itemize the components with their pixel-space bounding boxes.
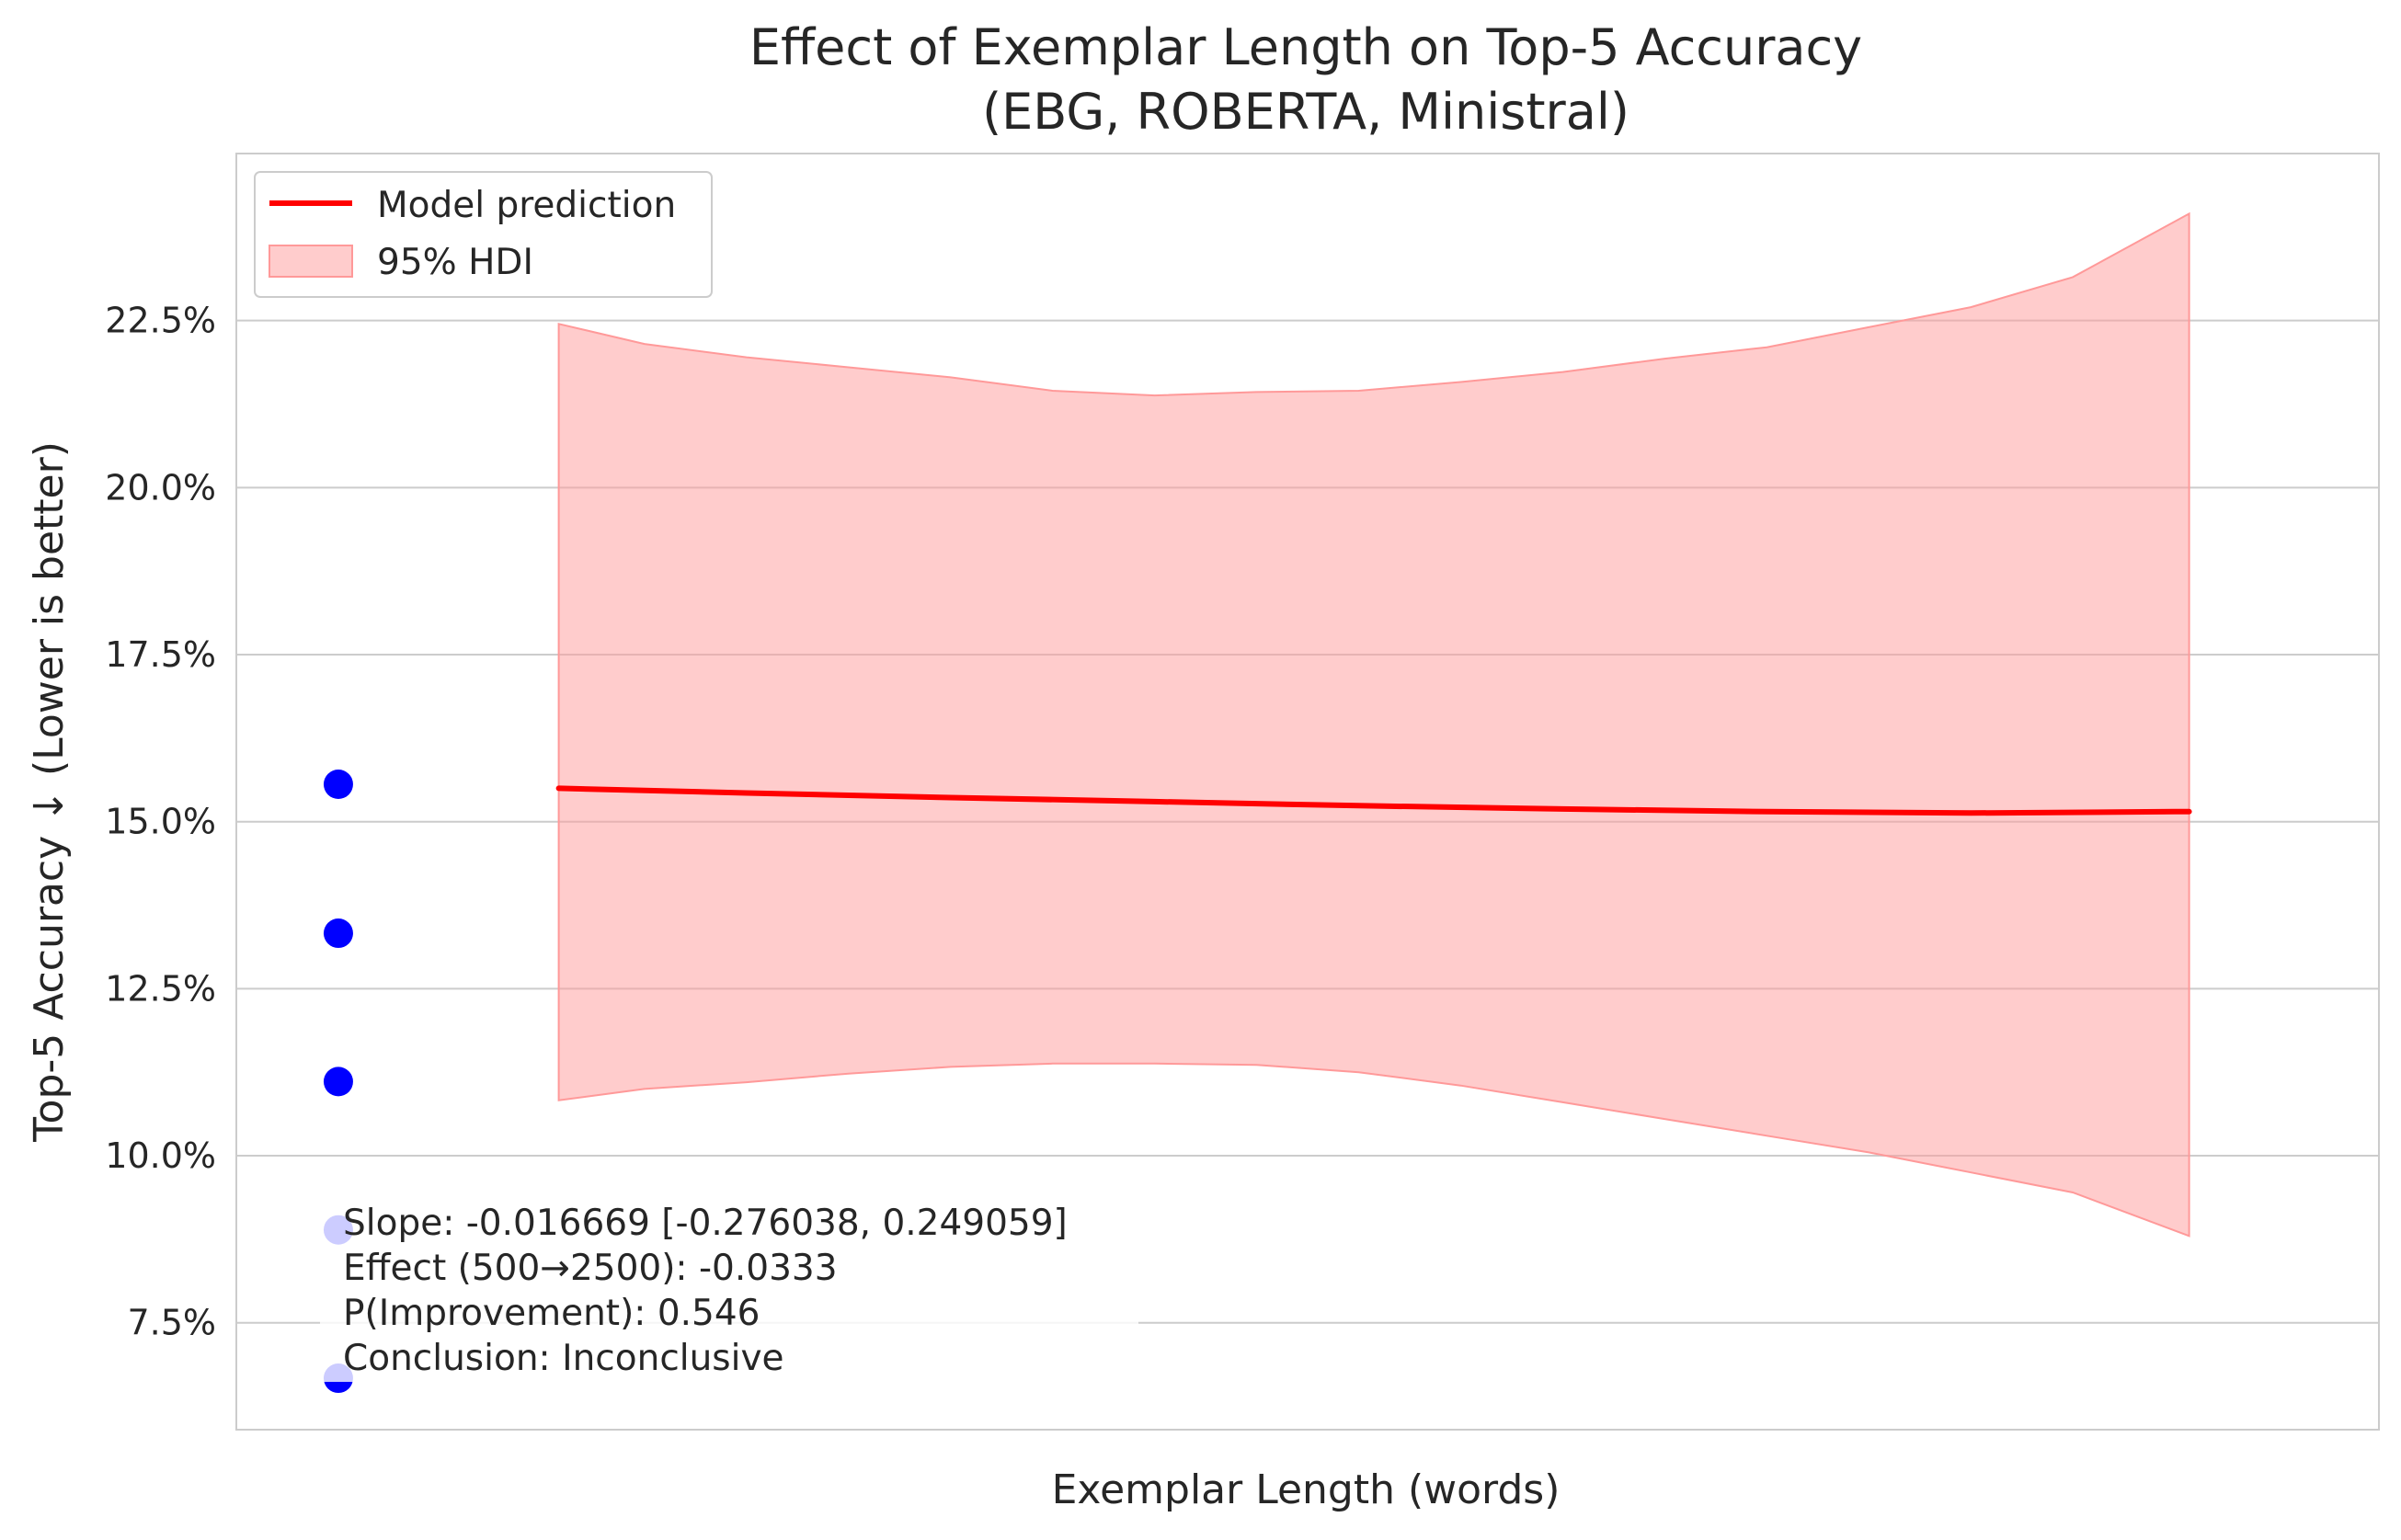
- data-point: [323, 918, 353, 949]
- y-tick-label: 20.0%: [105, 467, 216, 508]
- legend-band-swatch: [269, 245, 353, 278]
- stats-annotation: Slope: -0.016669 [-0.276038, 0.249059]Ef…: [320, 1189, 1138, 1382]
- data-point: [323, 1067, 353, 1097]
- annotation-line: Slope: -0.016669 [-0.276038, 0.249059]: [343, 1203, 1068, 1244]
- y-tick-label: 7.5%: [127, 1303, 216, 1343]
- plot-frame: [235, 153, 2380, 1431]
- y-tick-labels: 7.5% 10.0% 12.5% 15.0% 17.5% 20.0% 22.5%: [105, 301, 216, 1343]
- y-tick-label: 22.5%: [105, 301, 216, 341]
- annotation-line: Conclusion: Inconclusive: [343, 1338, 784, 1379]
- annotation-box: [320, 1189, 1138, 1382]
- hdi-band: [557, 211, 2190, 1238]
- data-point: [323, 770, 353, 800]
- annotation-line: P(Improvement): 0.546: [343, 1293, 760, 1334]
- series-layer: [323, 211, 2192, 1394]
- y-tick-label: 17.5%: [105, 634, 216, 675]
- legend-box: [254, 171, 713, 298]
- y-tick-label: 15.0%: [105, 802, 216, 842]
- x-axis-label: Exemplar Length (words): [1052, 1466, 1561, 1513]
- legend-label-model-prediction: Model prediction: [377, 185, 676, 226]
- y-axis-label: Top-5 Accuracy ↓ (Lower is better): [26, 441, 73, 1143]
- chart-subtitle: (EBG, ROBERTA, Ministral): [982, 83, 1629, 141]
- y-tick-label: 10.0%: [105, 1135, 216, 1176]
- legend: Model prediction 95% HDI: [254, 171, 713, 298]
- model-prediction-line: [555, 785, 2192, 816]
- chart-title: Effect of Exemplar Length on Top-5 Accur…: [749, 18, 1862, 76]
- y-tick-label: 12.5%: [105, 968, 216, 1009]
- annotation-line: Effect (500→2500): -0.0333: [343, 1248, 838, 1289]
- legend-label-hdi: 95% HDI: [377, 242, 533, 283]
